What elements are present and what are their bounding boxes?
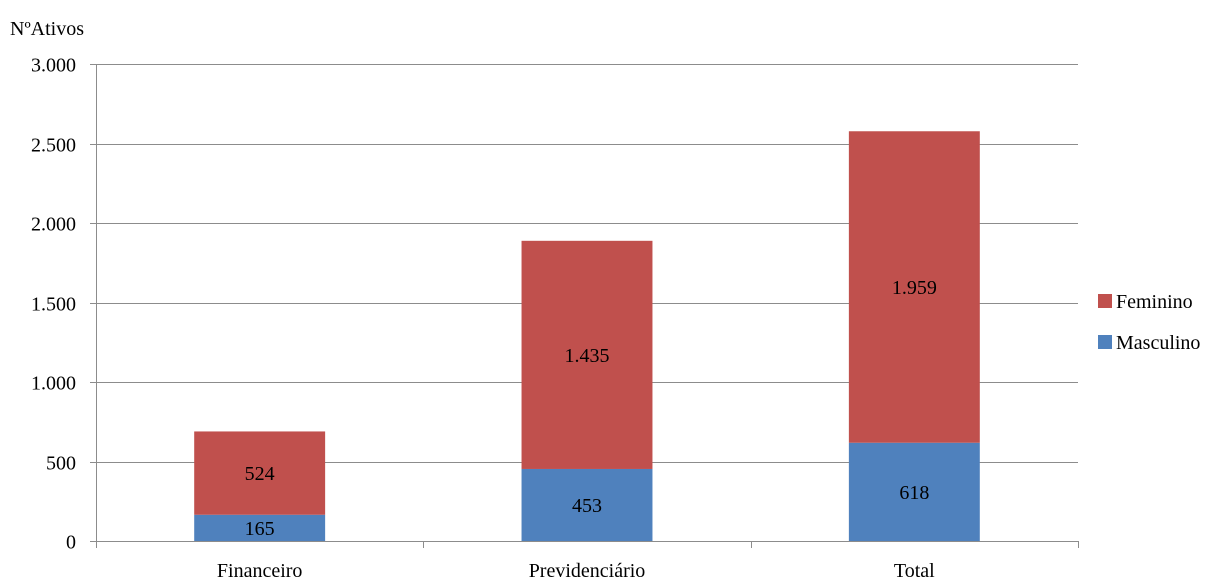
legend-label: Feminino (1116, 291, 1193, 313)
legend: Feminino Masculino (1098, 291, 1200, 354)
category-label: Previdenciário (529, 560, 646, 581)
y-tick-label: 1.500 (31, 294, 76, 316)
category-label: Financeiro (217, 560, 303, 581)
data-label: 165 (245, 518, 275, 540)
data-label: 453 (572, 495, 602, 517)
bar-segment-feminino (521, 240, 653, 469)
legend-swatch (1098, 335, 1112, 349)
y-tick-labels: 0 500 1.000 1.500 2.000 2.500 3.000 (31, 55, 76, 554)
category-labels: Financeiro Previdenciário Total (217, 560, 935, 581)
y-tick-label: 1.000 (31, 373, 76, 395)
data-label: 1.435 (565, 345, 610, 367)
legend-label: Masculino (1116, 332, 1200, 354)
y-axis-unit-label: NºAtivos (10, 18, 84, 40)
data-label: 618 (899, 482, 929, 504)
y-tick-label: 3.000 (31, 55, 76, 77)
y-tick-label: 0 (66, 532, 76, 554)
axes (90, 64, 1079, 548)
data-label: 524 (245, 463, 275, 485)
legend-swatch (1098, 294, 1112, 308)
y-tick-label: 2.000 (31, 214, 76, 236)
y-tick-label: 2.500 (31, 135, 76, 157)
data-label: 1.959 (892, 277, 937, 299)
category-label: Total (894, 560, 935, 581)
bar-segment-masculino (848, 442, 980, 541)
bar-segment-masculino (194, 514, 326, 541)
bar-segment-masculino (521, 468, 653, 541)
y-tick-label: 500 (46, 453, 76, 475)
bars (194, 131, 980, 541)
bar-segment-feminino (848, 131, 980, 443)
bar-segment-feminino (194, 431, 326, 515)
data-labels: 165 524 453 1.435 618 1.959 (245, 277, 937, 540)
